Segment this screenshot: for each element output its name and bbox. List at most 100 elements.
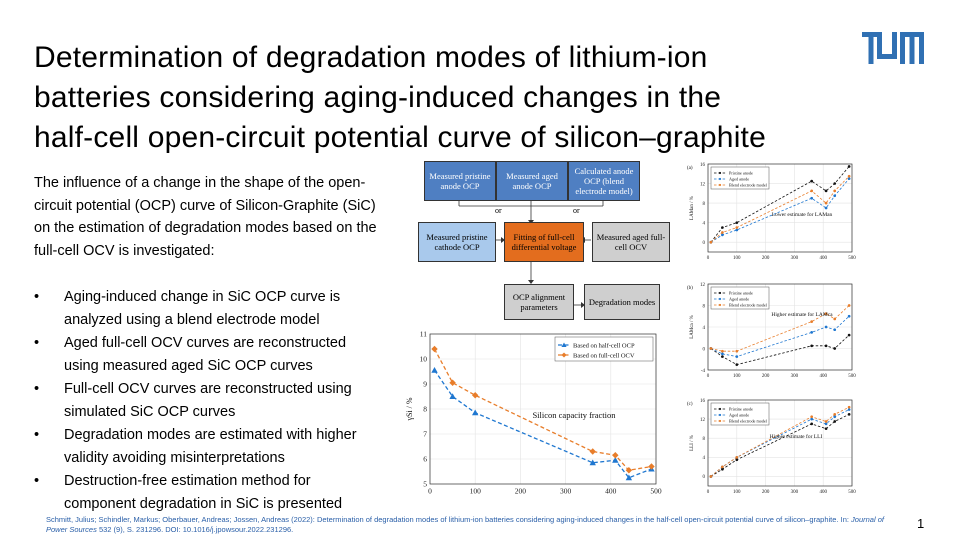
data-point — [847, 333, 851, 337]
data-point — [833, 189, 837, 193]
data-point — [721, 231, 724, 234]
series-blend-electrode-model — [709, 405, 851, 478]
data-point — [718, 177, 722, 181]
y-tick-label: 12 — [700, 418, 706, 423]
title-line: batteries considering aging-induced chan… — [34, 81, 722, 114]
x-tick-label: 200 — [515, 487, 527, 496]
legend-label: Blend electrode model — [729, 302, 768, 307]
bullet-item: • Aged full-cell OCV curves are reconstru… — [34, 332, 379, 377]
y-tick-label: 8 — [423, 405, 427, 414]
x-tick-label: 200 — [762, 490, 770, 495]
bullet-text: Destruction-free estimation method for c… — [64, 473, 343, 512]
title-line: Determination of degradation modes of li… — [34, 41, 708, 74]
data-point — [735, 349, 739, 353]
bullet-item: • Aging-induced change in SiC OCP curve i… — [34, 286, 379, 331]
plot-frame — [707, 283, 853, 371]
data-point — [833, 420, 837, 423]
data-point — [824, 422, 828, 426]
y-tick-label: 4 — [703, 456, 706, 461]
data-point — [810, 320, 814, 323]
y-axis-label: LLI / % — [690, 435, 695, 451]
data-point — [718, 297, 722, 301]
series-based-on-half-cell-ocp — [431, 367, 655, 481]
bullet-item: • Destruction-free estimation method for … — [34, 470, 379, 515]
legend-label: Aged anode — [729, 412, 749, 417]
intro-text: The influence of a change in the shape o… — [34, 175, 377, 259]
data-point — [824, 206, 828, 210]
data-point — [810, 331, 814, 334]
x-tick-label: 100 — [733, 256, 741, 261]
legend-label: Aged anode — [729, 296, 749, 301]
data-point — [810, 415, 814, 419]
x-tick-label: 400 — [819, 374, 827, 379]
series-blend-electrode-model — [709, 174, 851, 244]
x-tick-label: 500 — [848, 374, 856, 379]
panel-label: (c) — [687, 402, 693, 407]
data-point — [824, 427, 828, 431]
data-point — [810, 422, 814, 426]
y-tick-label: 0 — [703, 241, 706, 246]
y-axis-label: γSi / % — [405, 397, 414, 421]
chart-annotation: Higher estimate for LAMca — [771, 311, 833, 318]
x-tick-label: 200 — [762, 256, 770, 261]
y-tick-label: 0 — [703, 347, 706, 352]
x-tick-label: 0 — [707, 256, 710, 261]
y-tick-label: 10 — [420, 355, 428, 364]
x-tick-label: 0 — [428, 487, 432, 496]
y-axis-label: LAMca / % — [690, 315, 695, 339]
box-calculated-anode-ocp: Calculated anode OCP (blend electrode mo… — [568, 161, 640, 201]
data-point — [824, 201, 828, 205]
data-point — [721, 233, 724, 237]
chart-annotation: Silicon capacity fraction — [532, 410, 616, 420]
data-point — [472, 392, 479, 399]
data-point — [833, 347, 837, 350]
data-point — [721, 349, 724, 353]
bullet-text: Degradation modes are estimated with hig… — [64, 427, 357, 466]
title-line: half-cell open-circuit potential curve o… — [34, 121, 766, 154]
legend-box — [554, 336, 654, 362]
y-tick-label: 9 — [423, 380, 427, 389]
lli-panel: 0 4 8 12 16 0 100 200 300 400 500 LLI / % (c) Pristin… — [687, 399, 856, 495]
data-point — [625, 467, 633, 474]
data-point — [735, 228, 739, 232]
lam-anode-panel: 0 4 8 12 16 0 100 200 300 400 500 LAMan / % (a) Prist… — [687, 163, 856, 261]
citation-journal: Journal of Power Sources — [46, 515, 884, 534]
box-pristine-anode-ocp: Measured pristine anode OCP — [424, 161, 496, 201]
data-point — [810, 189, 814, 193]
data-point — [625, 474, 633, 481]
series-pristine-anode — [709, 333, 851, 366]
box-pristine-cathode-ocp: Measured pristine cathode OCP — [418, 222, 496, 262]
data-point — [824, 312, 828, 315]
legend-label: Based on full-cell OCV — [573, 352, 635, 359]
or-label: or — [573, 206, 580, 215]
bullet-marker: • — [34, 473, 40, 489]
data-point — [847, 314, 851, 318]
plot-frame — [707, 163, 853, 253]
data-point — [561, 342, 567, 348]
data-point — [810, 417, 814, 421]
x-tick-label: 400 — [819, 256, 827, 261]
data-point — [648, 463, 655, 470]
y-tick-label: 5 — [423, 480, 427, 489]
data-point — [735, 226, 739, 229]
x-tick-label: 500 — [848, 256, 856, 261]
data-point — [709, 475, 713, 478]
data-point — [735, 455, 739, 459]
citation-rest: 532 (9), S. 231296. DOI: 10.1016/j.jpows… — [96, 525, 294, 534]
legend-box — [710, 166, 770, 190]
data-point — [833, 317, 837, 321]
x-tick-label: 100 — [733, 374, 741, 379]
bullet-marker: • — [34, 427, 40, 443]
x-tick-label: 400 — [819, 490, 827, 495]
x-tick-label: 100 — [470, 487, 482, 496]
data-point — [718, 183, 722, 187]
y-tick-label: 11 — [420, 330, 427, 339]
bullet-marker: • — [34, 289, 40, 305]
data-point — [449, 393, 456, 400]
x-tick-label: 200 — [762, 374, 770, 379]
x-tick-label: 300 — [791, 256, 799, 261]
data-point — [847, 405, 851, 409]
data-point — [589, 459, 596, 466]
legend-label: Pristine anode — [729, 290, 753, 295]
